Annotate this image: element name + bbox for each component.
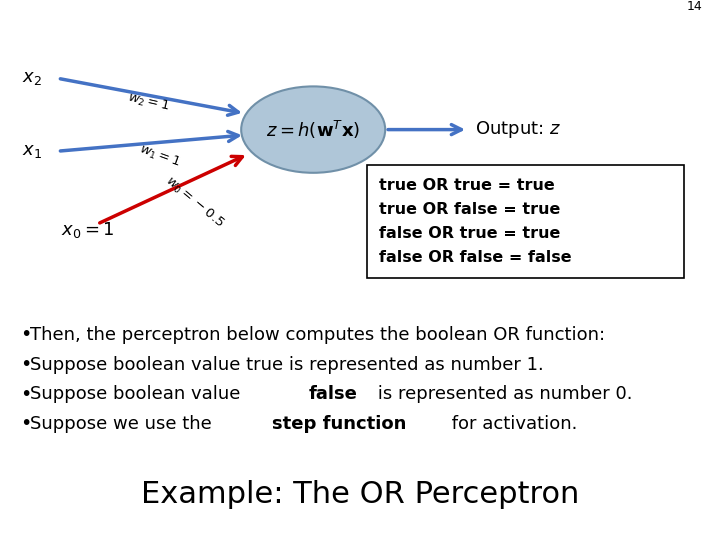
- Text: •: •: [20, 325, 32, 345]
- Text: Example: The OR Perceptron: Example: The OR Perceptron: [141, 480, 579, 509]
- Text: $w_0 = -0.5$: $w_0 = -0.5$: [162, 174, 227, 231]
- Text: false OR true = true: false OR true = true: [379, 226, 561, 241]
- Text: Then, the perceptron below computes the boolean OR function:: Then, the perceptron below computes the …: [30, 326, 606, 344]
- Text: $w_2 = 1$: $w_2 = 1$: [126, 91, 171, 114]
- Text: is represented as number 0.: is represented as number 0.: [372, 385, 633, 403]
- Text: step function: step function: [272, 415, 407, 433]
- Text: true OR false = true: true OR false = true: [379, 202, 561, 217]
- Text: Suppose we use the: Suppose we use the: [30, 415, 217, 433]
- FancyBboxPatch shape: [367, 165, 684, 278]
- Text: Output: $z$: Output: $z$: [475, 119, 562, 140]
- Text: true OR true = true: true OR true = true: [379, 178, 555, 193]
- Text: $z = h(\mathbf{w}^T\mathbf{x})$: $z = h(\mathbf{w}^T\mathbf{x})$: [266, 119, 360, 140]
- Text: $x_0 = 1$: $x_0 = 1$: [61, 219, 114, 240]
- Text: Suppose boolean value: Suppose boolean value: [30, 385, 246, 403]
- Text: $x_1$: $x_1$: [22, 142, 42, 160]
- Text: Suppose boolean value true is represented as number 1.: Suppose boolean value true is represente…: [30, 355, 544, 374]
- Ellipse shape: [241, 86, 385, 173]
- Text: $x_2$: $x_2$: [22, 69, 42, 87]
- Text: •: •: [20, 384, 32, 404]
- Text: for activation.: for activation.: [446, 415, 577, 433]
- Text: false: false: [309, 385, 358, 403]
- Text: 14: 14: [686, 1, 702, 14]
- Text: false OR false = false: false OR false = false: [379, 250, 572, 265]
- Text: •: •: [20, 355, 32, 374]
- Text: •: •: [20, 414, 32, 434]
- Text: $w_1 = 1$: $w_1 = 1$: [137, 142, 182, 171]
